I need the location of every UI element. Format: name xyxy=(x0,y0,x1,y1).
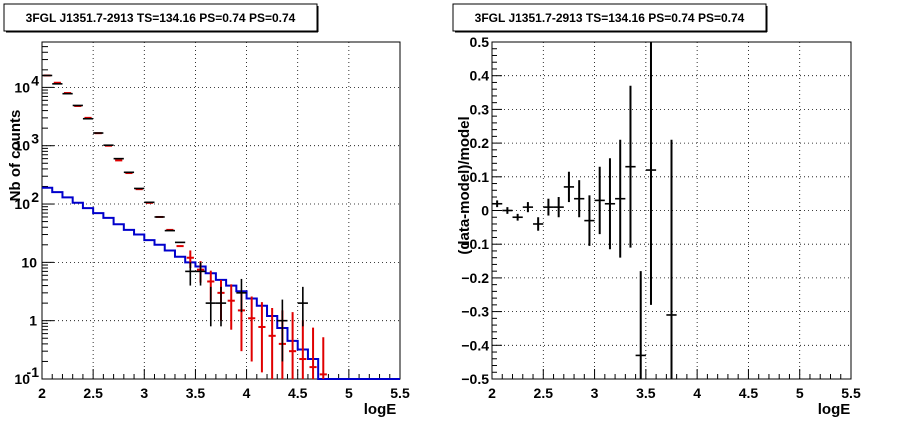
title-box xyxy=(3,3,318,32)
y-tick-exponent: 2 xyxy=(31,189,39,205)
x-tick-label: 5.5 xyxy=(390,385,410,401)
y-tick-label: 10 xyxy=(21,254,37,270)
y-tick-label: 10 xyxy=(14,79,30,95)
y-tick-label: 0.3 xyxy=(470,101,490,117)
x-tick-label: 5.5 xyxy=(841,385,861,401)
x-tick-label: 5 xyxy=(796,385,804,401)
y-tick-label: 0 xyxy=(481,203,489,219)
y-tick-exponent: 4 xyxy=(31,72,39,88)
y-tick-label: 10 xyxy=(14,371,30,387)
background-model-histogram xyxy=(42,186,400,380)
y-tick-label: 0.4 xyxy=(470,68,490,84)
y-tick-label: −0.4 xyxy=(461,337,489,353)
x-tick-label: 3 xyxy=(140,385,148,401)
x-tick-label: 4 xyxy=(693,385,701,401)
x-tick-label: 4 xyxy=(243,385,251,401)
x-tick-label: 2 xyxy=(488,385,496,401)
y-axis-label: (data-model)/model xyxy=(456,116,473,254)
chart-title: 3FGL J1351.7-2913 TS=134.16 PS=0.74 PS=0… xyxy=(475,11,745,25)
plot-frame xyxy=(41,41,401,380)
y-tick-label: −0.2 xyxy=(461,270,489,286)
x-tick-label: 5 xyxy=(345,385,353,401)
y-tick-label: 10 xyxy=(14,196,30,212)
y-tick-exponent: -1 xyxy=(27,364,40,380)
title-box xyxy=(452,3,767,32)
x-tick-label: 3.5 xyxy=(186,385,206,401)
x-axis-label: logE xyxy=(364,401,397,418)
y-tick-label: −0.3 xyxy=(461,304,489,320)
y-tick-exponent: 3 xyxy=(31,131,39,147)
y-tick-label: 0.5 xyxy=(470,34,490,50)
x-tick-label: 2.5 xyxy=(83,385,103,401)
x-tick-label: 3.5 xyxy=(636,385,656,401)
x-tick-label: 4.5 xyxy=(739,385,759,401)
x-tick-label: 2.5 xyxy=(534,385,554,401)
x-tick-label: 2 xyxy=(38,385,46,401)
x-tick-label: 4.5 xyxy=(288,385,308,401)
y-tick-label: −0.5 xyxy=(461,371,489,387)
y-axis-label: Nb of counts xyxy=(7,110,24,202)
x-axis-label: logE xyxy=(818,401,851,418)
x-tick-label: 3 xyxy=(591,385,599,401)
y-tick-label: −0.1 xyxy=(461,236,489,252)
y-tick-label: 0.2 xyxy=(470,135,490,151)
chart-title: 3FGL J1351.7-2913 TS=134.16 PS=0.74 PS=0… xyxy=(26,11,296,25)
y-tick-label: 10 xyxy=(14,138,30,154)
y-tick-label: 1 xyxy=(29,313,37,329)
y-tick-label: 0.1 xyxy=(470,169,490,185)
